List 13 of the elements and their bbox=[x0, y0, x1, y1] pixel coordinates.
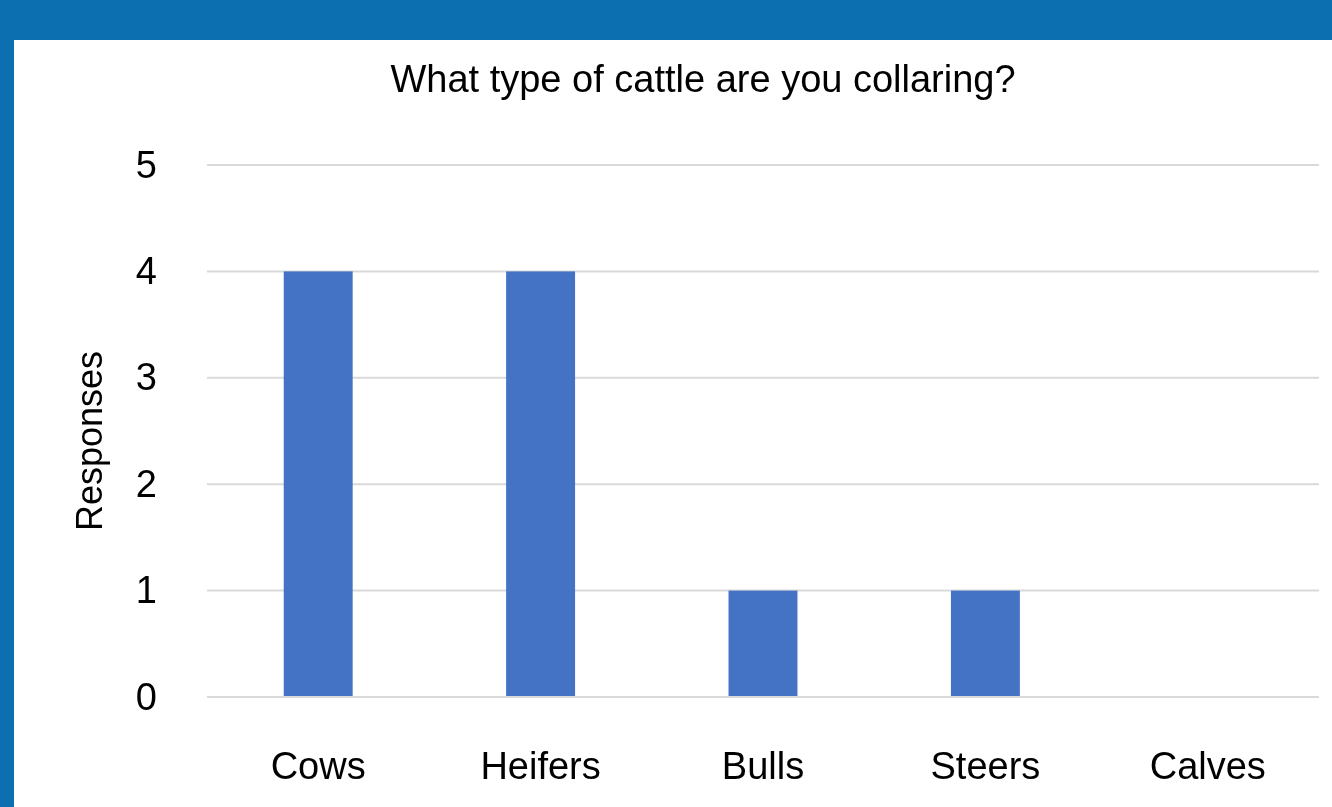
x-tick-label: Steers bbox=[930, 745, 1041, 787]
y-tick-label: 2 bbox=[135, 462, 157, 505]
x-tick-label: Cows bbox=[270, 745, 366, 787]
y-tick-label: 0 bbox=[135, 675, 157, 718]
y-tick-label: 1 bbox=[135, 569, 157, 612]
y-tick-label: 5 bbox=[135, 143, 157, 186]
y-tick-label: 3 bbox=[135, 356, 157, 399]
chart-title: What type of cattle are you collaring? bbox=[390, 58, 1016, 100]
x-tick-label: Calves bbox=[1149, 745, 1266, 787]
y-tick-label: 4 bbox=[135, 250, 157, 293]
x-tick-label: Heifers bbox=[480, 745, 601, 787]
x-tick-label: Bulls bbox=[721, 745, 805, 787]
y-axis-title: Responses bbox=[69, 350, 110, 532]
